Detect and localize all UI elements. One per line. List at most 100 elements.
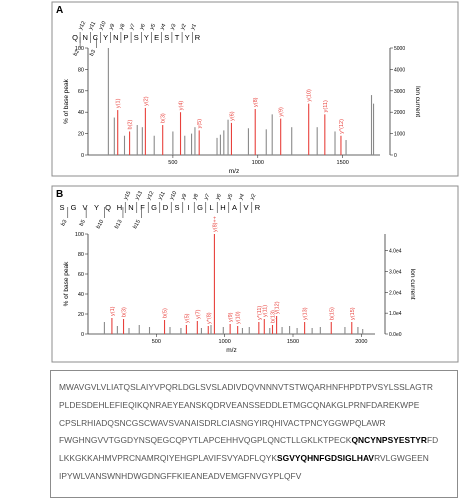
x-tick-label: 500 xyxy=(152,339,161,345)
x-axis-label: m/z xyxy=(229,168,239,175)
peptide-residue: Q xyxy=(105,203,111,212)
peptide-residue: Y xyxy=(144,33,149,42)
y-ion-label: y3 xyxy=(169,23,177,31)
sequence-segment: LKKGKKAHMVPRCNAMRQIYEHGPLAVIFSVYADFLQYK xyxy=(59,453,278,464)
peptide-residue: H xyxy=(117,203,122,212)
b-ion-label: b3 xyxy=(60,219,68,227)
peak-label: y(10) xyxy=(307,89,313,102)
y-axis-right-label: Ion current xyxy=(414,86,421,117)
sequence-line: LKKGKKAHMVPRCNAMRQIYEHGPLAVIFSVYADFLQYKS… xyxy=(59,450,449,468)
peptide-residue: P xyxy=(123,33,128,42)
y-ion-label: y6 xyxy=(215,193,223,201)
y-right-tick-label: 1000 xyxy=(394,132,405,138)
peptide-residue: E xyxy=(154,33,159,42)
peptide-residue: S xyxy=(174,203,179,212)
y-tick-label: 80 xyxy=(78,67,84,73)
y-ion-label: y7 xyxy=(203,193,211,201)
y-ion-label: y13 xyxy=(134,190,144,201)
peptide-residue: H xyxy=(220,203,225,212)
peptide-residue: S xyxy=(134,33,139,42)
y-ion-label: y12 xyxy=(146,190,156,201)
y-tick-label: 80 xyxy=(78,252,84,258)
peptide-residue: Q xyxy=(72,33,78,42)
y-ion-label: y1 xyxy=(190,23,198,31)
y-ion-label: y12 xyxy=(78,20,88,31)
peptide-residue: Y xyxy=(185,33,190,42)
y-ion-label: y6 xyxy=(139,23,147,31)
b-ion-label: b5 xyxy=(79,219,87,227)
peak-label: y(12) xyxy=(275,301,281,314)
y-right-tick-label: 5000 xyxy=(394,46,405,52)
y-ion-label: y2 xyxy=(180,23,188,31)
peak-label: y(9) xyxy=(279,107,285,117)
panel-b-label: B xyxy=(56,189,63,200)
peptide-residue: Y xyxy=(94,203,99,212)
sequence-line: CPSLRHIADQSNCGSCWAVSVANAISDRLCIASNGYIRQH… xyxy=(59,415,449,433)
y-tick-label: 60 xyxy=(78,89,84,95)
peptide-residue: R xyxy=(255,203,261,212)
y-ion-label: y8 xyxy=(118,23,126,31)
peaks-b: y(1) b(3) b(5) y(5) y(7) y*(8) y(8)++ y(9) y(10)… xyxy=(103,216,364,334)
peak-label: y(11) xyxy=(323,100,329,112)
peak-label: b(3) xyxy=(161,113,167,123)
y-ion-label: y9 xyxy=(180,193,188,201)
peptide-residue: G xyxy=(71,203,77,212)
y-tick-label: 20 xyxy=(78,312,84,318)
y-ion-label: y7 xyxy=(129,23,137,31)
peak-label: y(10) xyxy=(236,311,242,324)
b-ion-label: b3 xyxy=(89,49,97,57)
b-ion-label: b15 xyxy=(132,219,142,230)
peptide-residue: Y xyxy=(103,33,108,42)
peak-label: y(7) xyxy=(195,309,201,319)
peptide-residue: G xyxy=(151,203,157,212)
y-right-tick-label: 1.0e4 xyxy=(389,311,402,317)
y-ion-label: y2 xyxy=(249,193,257,201)
identified-peptide: QNCYNPSYESTYR xyxy=(351,435,428,446)
peptide-residue: G xyxy=(197,203,203,212)
y-ion-label: y11 xyxy=(157,191,166,201)
peak-label: y(1) xyxy=(116,98,122,108)
y-right-tick-label: 3.0e4 xyxy=(389,270,402,276)
peak-label: y(8)++ xyxy=(212,216,218,232)
axes-b: 0 20 40 60 80 100 0.0e0 1.0e4 2.0e4 3.0e4 4.0e4 500… xyxy=(63,232,416,354)
y-tick-label: 0 xyxy=(81,153,84,159)
peptide-residue: L xyxy=(209,203,213,212)
peptide-residue: R xyxy=(195,33,201,42)
sequence-line: MWAVGVLVLIATQSLAIYVPQRLDGLSVSLADIVDQVNNN… xyxy=(59,379,449,397)
peptide-residue: F xyxy=(140,203,145,212)
y-tick-label: 40 xyxy=(78,110,84,116)
y-ion-label: y9 xyxy=(108,23,116,31)
peptide-residue: V xyxy=(82,203,87,212)
peak-label: y(11) xyxy=(262,305,268,317)
y-right-tick-label: 0 xyxy=(394,153,397,159)
peptide-residue: T xyxy=(175,33,180,42)
x-tick-label: 500 xyxy=(168,160,177,166)
peak-label: y(1) xyxy=(110,306,116,316)
y-ion-label: y8 xyxy=(192,193,200,201)
sequence-line: PLDESDEHLEFIEQIKQNRAEYEANSKQDRVEANSSEDDL… xyxy=(59,397,449,415)
peptide-residue: N xyxy=(113,33,118,42)
sequence-segment: CPSLRHIADQSNCGSCWAVSVANAISDRLCIASNGYIRQH… xyxy=(59,417,386,428)
x-tick-label: 1500 xyxy=(287,339,299,345)
sequence-line: FWGHNGVVTGGDYNSQEGCQPYTLAPCEHHVQGPLQNCTL… xyxy=(59,432,449,450)
y-right-tick-label: 3000 xyxy=(394,89,405,95)
sequence-segment: RVLGWGEEN xyxy=(374,453,429,464)
y-ion-label: y11 xyxy=(88,21,97,31)
x-tick-label: 1000 xyxy=(252,160,264,166)
y-right-tick-label: 4000 xyxy=(394,67,405,73)
y-right-tick-label: 2000 xyxy=(394,110,405,116)
peptide-residue: N xyxy=(82,33,87,42)
y-axis-label: % of base peak xyxy=(63,261,70,307)
protein-sequence-box: MWAVGVLVLIATQSLAIYVPQRLDGLSVSLADIVDQVNNN… xyxy=(50,370,458,498)
peak-label: b(13) xyxy=(271,310,277,323)
peak-label: y(8) xyxy=(253,97,259,107)
b-ion-label: b2 xyxy=(73,49,81,57)
x-tick-label: 1000 xyxy=(219,339,231,345)
b-ion-label: b13 xyxy=(114,219,124,230)
b-ion-label: b10 xyxy=(95,219,105,230)
y-tick-label: 60 xyxy=(78,272,84,278)
y-axis-right-label: Ion current xyxy=(409,268,416,299)
